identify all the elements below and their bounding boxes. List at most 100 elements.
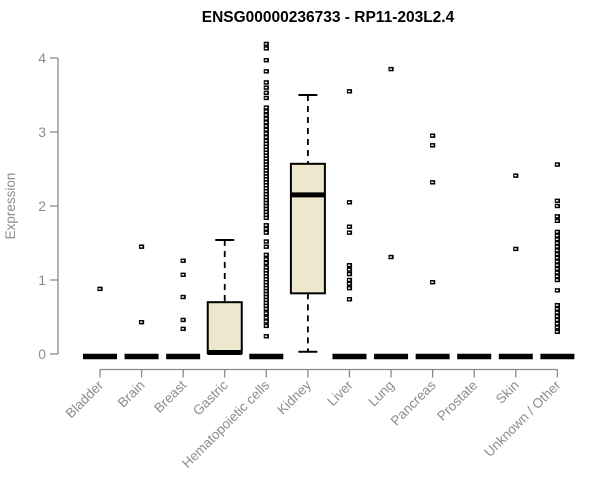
outlier-unknown-other-notch <box>555 238 559 240</box>
outlier-hematopoietic-cells-notch <box>264 172 268 175</box>
outlier-pancreas-notch <box>431 281 434 283</box>
outlier-hematopoietic-cells-notch <box>264 202 268 204</box>
x-tick-label-pancreas: Pancreas <box>388 377 439 428</box>
outlier-liver-notch <box>347 201 351 203</box>
outlier-unknown-other-notch <box>555 260 559 263</box>
outlier-unknown-other-notch <box>555 308 559 310</box>
outlier-hematopoietic-cells-notch <box>264 258 268 260</box>
boxplot-group-brain <box>124 244 159 360</box>
outlier-liver-notch <box>347 298 351 300</box>
outlier-hematopoietic-cells-notch <box>264 178 268 181</box>
outlier-unknown-other-notch <box>555 264 559 266</box>
outlier-hematopoietic-cells-notch <box>264 284 268 286</box>
outlier-unknown-other-notch <box>555 163 559 166</box>
y-tick-label-3: 3 <box>38 124 46 140</box>
outlier-pancreas-notch <box>431 181 434 184</box>
outlier-hematopoietic-cells-notch <box>264 47 268 50</box>
x-tick-label-unknown-other: Unknown / Other <box>481 377 564 460</box>
outlier-hematopoietic-cells-notch <box>264 299 268 301</box>
outlier-hematopoietic-cells-notch <box>264 217 268 219</box>
outlier-hematopoietic-cells-notch <box>264 196 268 198</box>
outlier-hematopoietic-cells-notch <box>264 125 268 127</box>
chart-title: ENSG00000236733 - RP11-203L2.4 <box>202 9 455 26</box>
outlier-hematopoietic-cells-notch <box>264 154 268 157</box>
x-tick-label-gastric: Gastric <box>190 377 231 418</box>
x-tick-label-breast: Breast <box>151 377 189 415</box>
outlier-liver-notch <box>347 226 351 228</box>
outlier-hematopoietic-cells-notch <box>264 278 268 280</box>
y-tick-label-4: 4 <box>38 50 46 66</box>
outlier-skin-notch <box>514 174 517 177</box>
outlier-hematopoietic-cells-notch <box>264 181 268 184</box>
outlier-hematopoietic-cells-notch <box>264 228 268 230</box>
outlier-hematopoietic-cells-notch <box>264 302 268 304</box>
outlier-unknown-other-notch <box>555 220 559 222</box>
outlier-breast-notch <box>181 296 185 298</box>
x-tick-label-lung: Lung <box>365 378 397 410</box>
outlier-liver-notch <box>347 264 351 266</box>
outlier-unknown-other-notch <box>555 234 559 237</box>
outlier-hematopoietic-cells-notch <box>264 308 268 310</box>
outlier-hematopoietic-cells-notch <box>264 59 268 61</box>
outlier-brain-notch <box>140 246 143 248</box>
outlier-hematopoietic-cells-notch <box>264 110 268 112</box>
boxplot-group-pancreas <box>415 133 450 360</box>
outlier-unknown-other-notch <box>555 242 559 244</box>
outlier-hematopoietic-cells-notch <box>264 317 268 319</box>
outlier-hematopoietic-cells-notch <box>264 187 268 189</box>
x-tick-label-skin: Skin <box>493 378 522 407</box>
outlier-unknown-other-notch <box>555 231 559 233</box>
outlier-unknown-other-notch <box>555 311 559 314</box>
boxplot-group-unknown-other <box>540 162 575 360</box>
outlier-hematopoietic-cells-notch <box>264 121 268 124</box>
plot-content <box>83 41 575 360</box>
outlier-hematopoietic-cells-notch <box>264 169 268 172</box>
y-tick-label-2: 2 <box>38 198 46 214</box>
y-tick-label-0: 0 <box>38 346 46 362</box>
outlier-hematopoietic-cells-notch <box>264 140 268 142</box>
outlier-unknown-other-notch <box>555 246 559 248</box>
x-tick-label-brain: Brain <box>115 378 148 411</box>
boxplot-group-breast <box>166 258 201 360</box>
y-tick-label-1: 1 <box>38 272 46 288</box>
outlier-lung-notch <box>389 68 392 70</box>
outlier-hematopoietic-cells-notch <box>264 254 268 256</box>
outlier-unknown-other-notch <box>555 326 559 329</box>
outlier-hematopoietic-cells-notch <box>264 290 268 292</box>
boxplot-group-bladder <box>83 286 117 360</box>
outlier-hematopoietic-cells-notch <box>264 81 268 84</box>
outlier-hematopoietic-cells-notch <box>264 320 268 323</box>
outlier-hematopoietic-cells-notch <box>264 157 268 160</box>
outlier-pancreas-notch <box>431 144 434 147</box>
outlier-unknown-other-notch <box>555 319 559 321</box>
outlier-unknown-other-notch <box>555 289 559 292</box>
outlier-hematopoietic-cells-notch <box>264 205 268 207</box>
outlier-liver-notch <box>347 231 351 234</box>
x-tick-label-kidney: Kidney <box>274 377 314 417</box>
outlier-unknown-other-notch <box>555 271 559 274</box>
outlier-hematopoietic-cells-notch <box>264 287 268 289</box>
outlier-hematopoietic-cells-notch <box>264 262 268 264</box>
outlier-hematopoietic-cells-notch <box>264 117 268 120</box>
outlier-unknown-other-notch <box>555 257 559 259</box>
outlier-hematopoietic-cells-notch <box>264 266 268 269</box>
outlier-brain-notch <box>140 321 143 323</box>
outlier-hematopoietic-cells-notch <box>264 193 268 195</box>
outlier-hematopoietic-cells-notch <box>264 163 268 166</box>
outlier-hematopoietic-cells-notch <box>264 231 268 234</box>
outlier-breast-notch <box>181 319 185 321</box>
outlier-hematopoietic-cells-notch <box>264 305 268 307</box>
outlier-hematopoietic-cells-notch <box>264 246 268 248</box>
y-axis-label: Expression <box>3 173 18 240</box>
boxplot-group-lung <box>374 66 409 360</box>
outlier-hematopoietic-cells-notch <box>264 281 268 283</box>
outlier-unknown-other-notch <box>555 331 559 333</box>
outlier-hematopoietic-cells-notch <box>264 86 268 89</box>
outlier-liver-notch <box>347 279 351 281</box>
outlier-breast-notch <box>181 274 185 276</box>
boxplot-group-gastric <box>206 239 243 356</box>
outlier-hematopoietic-cells-notch <box>264 149 268 151</box>
x-tick-label-liver: Liver <box>324 377 356 409</box>
